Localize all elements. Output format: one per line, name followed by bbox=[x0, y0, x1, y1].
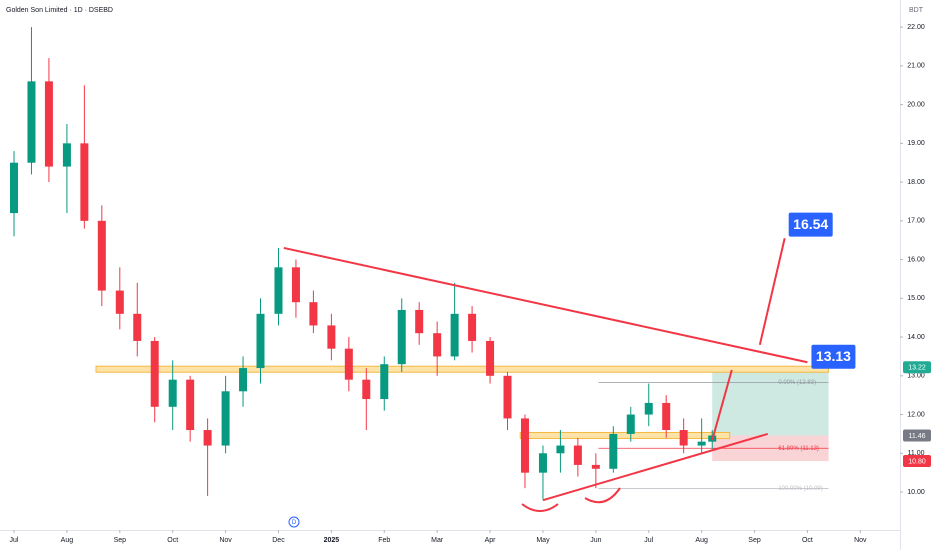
plot: 0.00% (12.83) 61.80% (11.13) 100.00% (10.0… bbox=[10, 27, 830, 502]
y-tick-label: 14.00 bbox=[907, 334, 925, 341]
level-band bbox=[95, 365, 830, 373]
candle-body bbox=[291, 267, 300, 303]
price-tag bbox=[903, 429, 931, 442]
y-tick-label: 22.00 bbox=[907, 24, 925, 31]
x-tick-label: Sep bbox=[114, 537, 127, 544]
candle-body bbox=[362, 379, 371, 400]
target-box bbox=[788, 212, 833, 237]
candle-body bbox=[609, 433, 618, 469]
price-tag bbox=[903, 361, 931, 374]
candle-body bbox=[309, 302, 318, 326]
y-tick-label: 13.00 bbox=[907, 373, 925, 380]
y-tick-label: 16.00 bbox=[907, 256, 925, 263]
y-tick-label: 11.00 bbox=[908, 450, 925, 457]
candle-body bbox=[221, 391, 230, 446]
candle-body bbox=[10, 162, 19, 214]
x-tick-label: Sep bbox=[748, 537, 761, 544]
target-label: 16.54 bbox=[793, 216, 828, 232]
candle-body bbox=[644, 402, 653, 415]
price-tag-label: 11.46 bbox=[909, 433, 926, 440]
pattern-arc bbox=[521, 503, 559, 512]
candle-body bbox=[591, 464, 600, 469]
fib-label: 100.00% (10.09) bbox=[778, 486, 822, 492]
candle-body bbox=[503, 375, 512, 419]
fib-label: 61.80% (11.13) bbox=[778, 446, 819, 452]
y-tick-label: 10.00 bbox=[907, 489, 925, 496]
candle-body bbox=[62, 143, 71, 167]
y-tick-label: 17.00 bbox=[907, 218, 925, 225]
candle-body bbox=[133, 313, 142, 341]
candle-body bbox=[256, 313, 265, 369]
x-tick-label: Aug bbox=[695, 537, 708, 544]
currency: BDT bbox=[909, 7, 924, 14]
candle-body bbox=[44, 81, 53, 167]
x-tick-label: Jul bbox=[10, 537, 19, 544]
candle-body bbox=[203, 430, 212, 446]
trend-line bbox=[758, 238, 786, 346]
trend-line bbox=[711, 369, 733, 441]
dividend-icon-label: D bbox=[292, 520, 297, 526]
candle-body bbox=[556, 445, 565, 454]
price-tag-label: 10.80 bbox=[908, 458, 926, 465]
y-tick-label: 21.00 bbox=[907, 63, 925, 70]
y-tick-label: 20.00 bbox=[907, 101, 925, 108]
y-tick-label: 18.00 bbox=[907, 179, 925, 186]
y-tick-label: 15.00 bbox=[907, 295, 925, 302]
level-band bbox=[519, 431, 731, 439]
candle-body bbox=[97, 220, 106, 291]
x-tick-label: Jun bbox=[590, 537, 601, 544]
x-tick-label: Apr bbox=[485, 537, 497, 544]
x-tick-label: Feb bbox=[378, 537, 390, 544]
candle-body bbox=[274, 267, 283, 314]
target-label: 13.13 bbox=[816, 348, 851, 364]
pattern-arc bbox=[584, 487, 621, 504]
candle-body bbox=[115, 290, 124, 314]
price-tag-label: 13.22 bbox=[908, 365, 926, 372]
candle-body bbox=[186, 379, 195, 431]
x-tick-label: Oct bbox=[802, 537, 813, 544]
candle-body bbox=[397, 309, 406, 365]
x-tick-label: Nov bbox=[219, 537, 232, 544]
x-tick-label: Nov bbox=[854, 537, 867, 544]
position-box bbox=[712, 367, 829, 436]
candle-body bbox=[327, 325, 336, 349]
x-tick-label: Mar bbox=[431, 537, 444, 544]
candle-body bbox=[433, 333, 442, 357]
candle-body bbox=[662, 402, 671, 431]
fib-label: 0.00% (12.83) bbox=[778, 380, 816, 386]
x-tick-label: May bbox=[536, 537, 550, 544]
x-tick-label: Jul bbox=[644, 537, 653, 544]
price-tag bbox=[903, 455, 931, 468]
candle-body bbox=[520, 418, 529, 473]
candle-body bbox=[150, 340, 159, 407]
x-tick-label: Aug bbox=[61, 537, 74, 544]
candle-body bbox=[538, 453, 547, 473]
candle-body bbox=[239, 368, 248, 392]
candle-body bbox=[344, 348, 353, 380]
candle-body bbox=[679, 430, 688, 446]
candle-body bbox=[380, 364, 389, 400]
dividend-icon[interactable] bbox=[288, 516, 300, 528]
x-tick-label: 2025 bbox=[324, 537, 340, 544]
candle-body bbox=[468, 313, 477, 341]
trend-line bbox=[283, 246, 808, 364]
trend-line bbox=[542, 432, 769, 502]
y-tick-label: 12.00 bbox=[907, 411, 925, 418]
x-tick-label: Dec bbox=[272, 537, 285, 544]
candle-body bbox=[80, 143, 89, 221]
y-tick-label: 19.00 bbox=[907, 140, 925, 147]
candle-body bbox=[697, 441, 706, 446]
x-tick-label: Oct bbox=[167, 537, 178, 544]
candle-body bbox=[27, 81, 36, 163]
chart-title: Golden Son Limited · 1D · DSEBD bbox=[6, 7, 113, 14]
target-box bbox=[811, 344, 856, 369]
candle-body bbox=[573, 445, 582, 465]
candle-body bbox=[450, 313, 459, 357]
candle-body bbox=[626, 414, 635, 434]
candle-body bbox=[486, 340, 495, 376]
candle-body bbox=[168, 379, 177, 407]
candle-body bbox=[415, 309, 424, 334]
